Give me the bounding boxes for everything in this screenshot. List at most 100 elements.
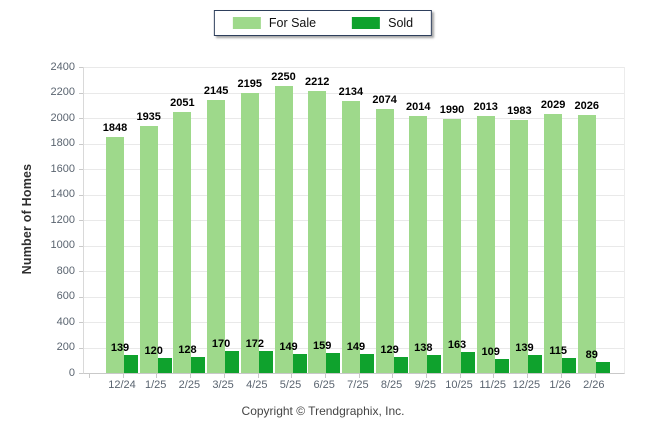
legend-label-sold: Sold [388, 16, 414, 30]
x-category-label: 9/25 [414, 379, 437, 391]
x-category-label: 12/25 [512, 379, 541, 391]
sold-bar [393, 356, 408, 373]
sold-bar [124, 355, 138, 373]
sold-swatch-icon [352, 17, 381, 29]
for-sale-value-label: 2250 [271, 71, 296, 84]
for-sale-swatch-icon [232, 17, 261, 29]
sold-value-label: 89 [585, 348, 598, 361]
x-tick-mark [426, 374, 427, 378]
sold-bar [292, 354, 307, 373]
y-tick-label-400: 400 [56, 315, 75, 328]
sold-value-label: 115 [549, 345, 567, 358]
for-sale-value-label: 2013 [473, 101, 498, 114]
plot-area: 1848 139 12/24 1935 120 1/25 2051 128 2/25 2145 17… [83, 67, 625, 391]
sold-value-label: 163 [447, 339, 467, 352]
x-category-label: 4/25 [246, 379, 268, 391]
x-tick-mark [358, 374, 360, 378]
for-sale-bar [274, 86, 293, 373]
legend-item-for-sale: For Sale [232, 16, 317, 30]
y-tick-mark [79, 373, 83, 374]
sold-value-label: 172 [245, 338, 264, 351]
x-tick-mark [89, 374, 90, 378]
y-tick-label-1800: 1800 [50, 137, 75, 149]
x-tick-mark [156, 374, 158, 378]
for-sale-bar [308, 91, 327, 373]
sold-bar [461, 352, 475, 373]
sold-bar [494, 359, 509, 373]
for-sale-value-label: 2051 [170, 96, 195, 109]
for-sale-bar [510, 120, 529, 373]
sold-value-label: 159 [313, 339, 332, 352]
x-category-label: 8/25 [380, 379, 403, 391]
x-category-label: 3/25 [212, 379, 234, 391]
y-tick-label-1400: 1400 [50, 188, 75, 200]
for-sale-bar [173, 111, 192, 373]
y-tick-mark [79, 143, 83, 145]
y-tick-label-1200: 1200 [50, 213, 75, 226]
for-sale-value-label: 2026 [574, 99, 600, 112]
for-sale-bar [544, 114, 563, 373]
for-sale-value-label: 2145 [203, 84, 229, 97]
sold-value-label: 128 [178, 343, 197, 356]
y-tick-mark [79, 271, 83, 272]
y-tick-mark [79, 169, 83, 170]
y-tick-mark [79, 67, 83, 68]
legend-label-for-sale: For Sale [268, 16, 317, 30]
sold-value-label: 170 [211, 338, 231, 351]
x-category-label: 1/25 [144, 379, 167, 391]
y-tick-label-2400: 2400 [50, 60, 75, 73]
x-tick-mark [223, 374, 225, 378]
y-tick-label-2200: 2200 [50, 86, 75, 98]
x-category-label: 2/25 [178, 379, 201, 391]
for-sale-value-label: 2212 [304, 75, 330, 88]
y-tick-label-1600: 1600 [50, 162, 75, 175]
for-sale-value-label: 1990 [439, 104, 465, 117]
x-tick-mark [392, 374, 394, 378]
y-tick-mark [79, 347, 83, 349]
y-tick-mark [79, 92, 83, 94]
x-category-label: 12/24 [108, 379, 136, 391]
sold-bar [359, 354, 374, 373]
y-tick-mark [79, 296, 83, 298]
sold-bar [562, 358, 577, 373]
x-tick-mark [459, 374, 461, 378]
x-category-label: 5/25 [279, 379, 302, 391]
for-sale-value-label: 1848 [102, 122, 128, 135]
for-sale-bar [139, 126, 158, 373]
for-sale-value-label: 1983 [507, 105, 532, 118]
x-tick-mark [122, 374, 124, 378]
x-tick-mark [560, 374, 562, 378]
y-tick-mark [79, 118, 83, 119]
legend-item-sold: Sold [352, 16, 413, 30]
sold-bar [225, 351, 240, 373]
y-tick-label-800: 800 [56, 264, 75, 277]
sold-value-label: 109 [481, 346, 500, 359]
sold-bar [157, 357, 172, 373]
for-sale-value-label: 2074 [372, 93, 397, 106]
x-category-label: 10/25 [445, 379, 473, 391]
x-category-label: 2/26 [583, 379, 605, 391]
legend: For Sale Sold [213, 10, 433, 36]
for-sale-value-label: 2134 [338, 85, 364, 98]
for-sale-value-label: 2014 [406, 101, 431, 114]
sold-value-label: 139 [110, 342, 130, 355]
y-tick-label-0: 0 [68, 366, 75, 379]
x-category-label: 11/25 [479, 379, 507, 391]
for-sale-value-label: 2029 [540, 99, 566, 112]
sold-bar [595, 361, 610, 373]
gridline-2200 [84, 92, 624, 94]
sold-value-label: 138 [414, 342, 433, 355]
sold-bar [326, 352, 341, 373]
for-sale-value-label: 1935 [136, 111, 161, 124]
for-sale-bar [240, 93, 259, 373]
sold-value-label: 149 [346, 341, 366, 354]
x-category-label: 1/26 [549, 379, 571, 391]
y-tick-mark [79, 220, 83, 221]
for-sale-bar [106, 137, 124, 373]
y-tick-label-2000: 2000 [50, 111, 75, 124]
x-tick-mark [291, 374, 293, 378]
for-sale-bar [341, 100, 360, 373]
y-tick-mark [79, 322, 83, 323]
x-category-label: 6/25 [313, 379, 335, 391]
